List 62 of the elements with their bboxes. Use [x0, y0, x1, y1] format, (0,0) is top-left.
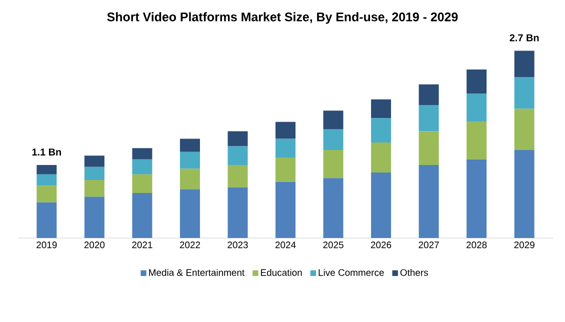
bar	[180, 138, 200, 152]
annotation: 2.7 Bn	[510, 34, 539, 42]
bar	[36, 174, 57, 186]
bar	[418, 105, 439, 132]
bar	[371, 118, 392, 142]
bar	[132, 148, 152, 160]
x-tick-label: 2019	[36, 242, 57, 248]
bar	[418, 84, 439, 106]
bar	[514, 50, 534, 77]
x-tick-label: 2021	[132, 242, 152, 248]
x-tick-label: 2028	[466, 242, 487, 248]
x-tick-label: 2022	[180, 242, 200, 248]
bar	[276, 182, 296, 238]
chart-title: Short Video Platforms Market Size, By End-use, 2019 - 2029	[107, 12, 458, 24]
bar	[228, 146, 248, 165]
bar	[466, 122, 487, 160]
x-tick-label: 2024	[275, 242, 296, 248]
bar	[323, 150, 344, 178]
legend-label: Education	[261, 268, 302, 276]
bar	[180, 189, 200, 238]
bar	[84, 156, 104, 167]
bar	[84, 180, 104, 197]
bar	[466, 94, 487, 122]
bar	[228, 187, 248, 238]
bar	[180, 152, 200, 169]
bar	[371, 142, 392, 172]
legend-label: Live Commerce	[318, 268, 384, 276]
bar	[323, 110, 344, 130]
bar	[276, 157, 296, 182]
x-tick-label: 2027	[418, 242, 439, 248]
bar	[36, 186, 57, 202]
bar	[132, 174, 152, 194]
bar	[276, 122, 296, 139]
x-tick-label: 2026	[370, 242, 392, 248]
bar	[466, 159, 487, 238]
x-tick-label: 2020	[84, 242, 105, 248]
x-tick-label: 2025	[323, 242, 344, 248]
bar	[132, 159, 152, 174]
bar	[514, 150, 534, 238]
bar	[228, 131, 248, 146]
bar	[371, 99, 392, 118]
x-tick-label: 2029	[514, 242, 534, 248]
bar	[180, 168, 200, 190]
bar	[371, 172, 392, 238]
bar	[36, 164, 57, 174]
bar	[323, 178, 344, 238]
bar	[84, 166, 104, 180]
x-tick-label: 2023	[228, 242, 248, 248]
bar	[514, 76, 534, 109]
bar	[36, 202, 57, 238]
bar	[466, 69, 487, 94]
bar	[228, 164, 248, 188]
bar	[323, 129, 344, 150]
bar	[132, 193, 152, 238]
bar	[418, 164, 439, 238]
bar	[276, 138, 296, 158]
annotation: 1.1 Bn	[32, 148, 61, 156]
legend-label: Others	[400, 268, 428, 276]
bar	[514, 108, 534, 150]
legend-label: Media & Entertainment	[149, 268, 245, 276]
bar	[418, 131, 439, 165]
bar	[84, 196, 104, 238]
